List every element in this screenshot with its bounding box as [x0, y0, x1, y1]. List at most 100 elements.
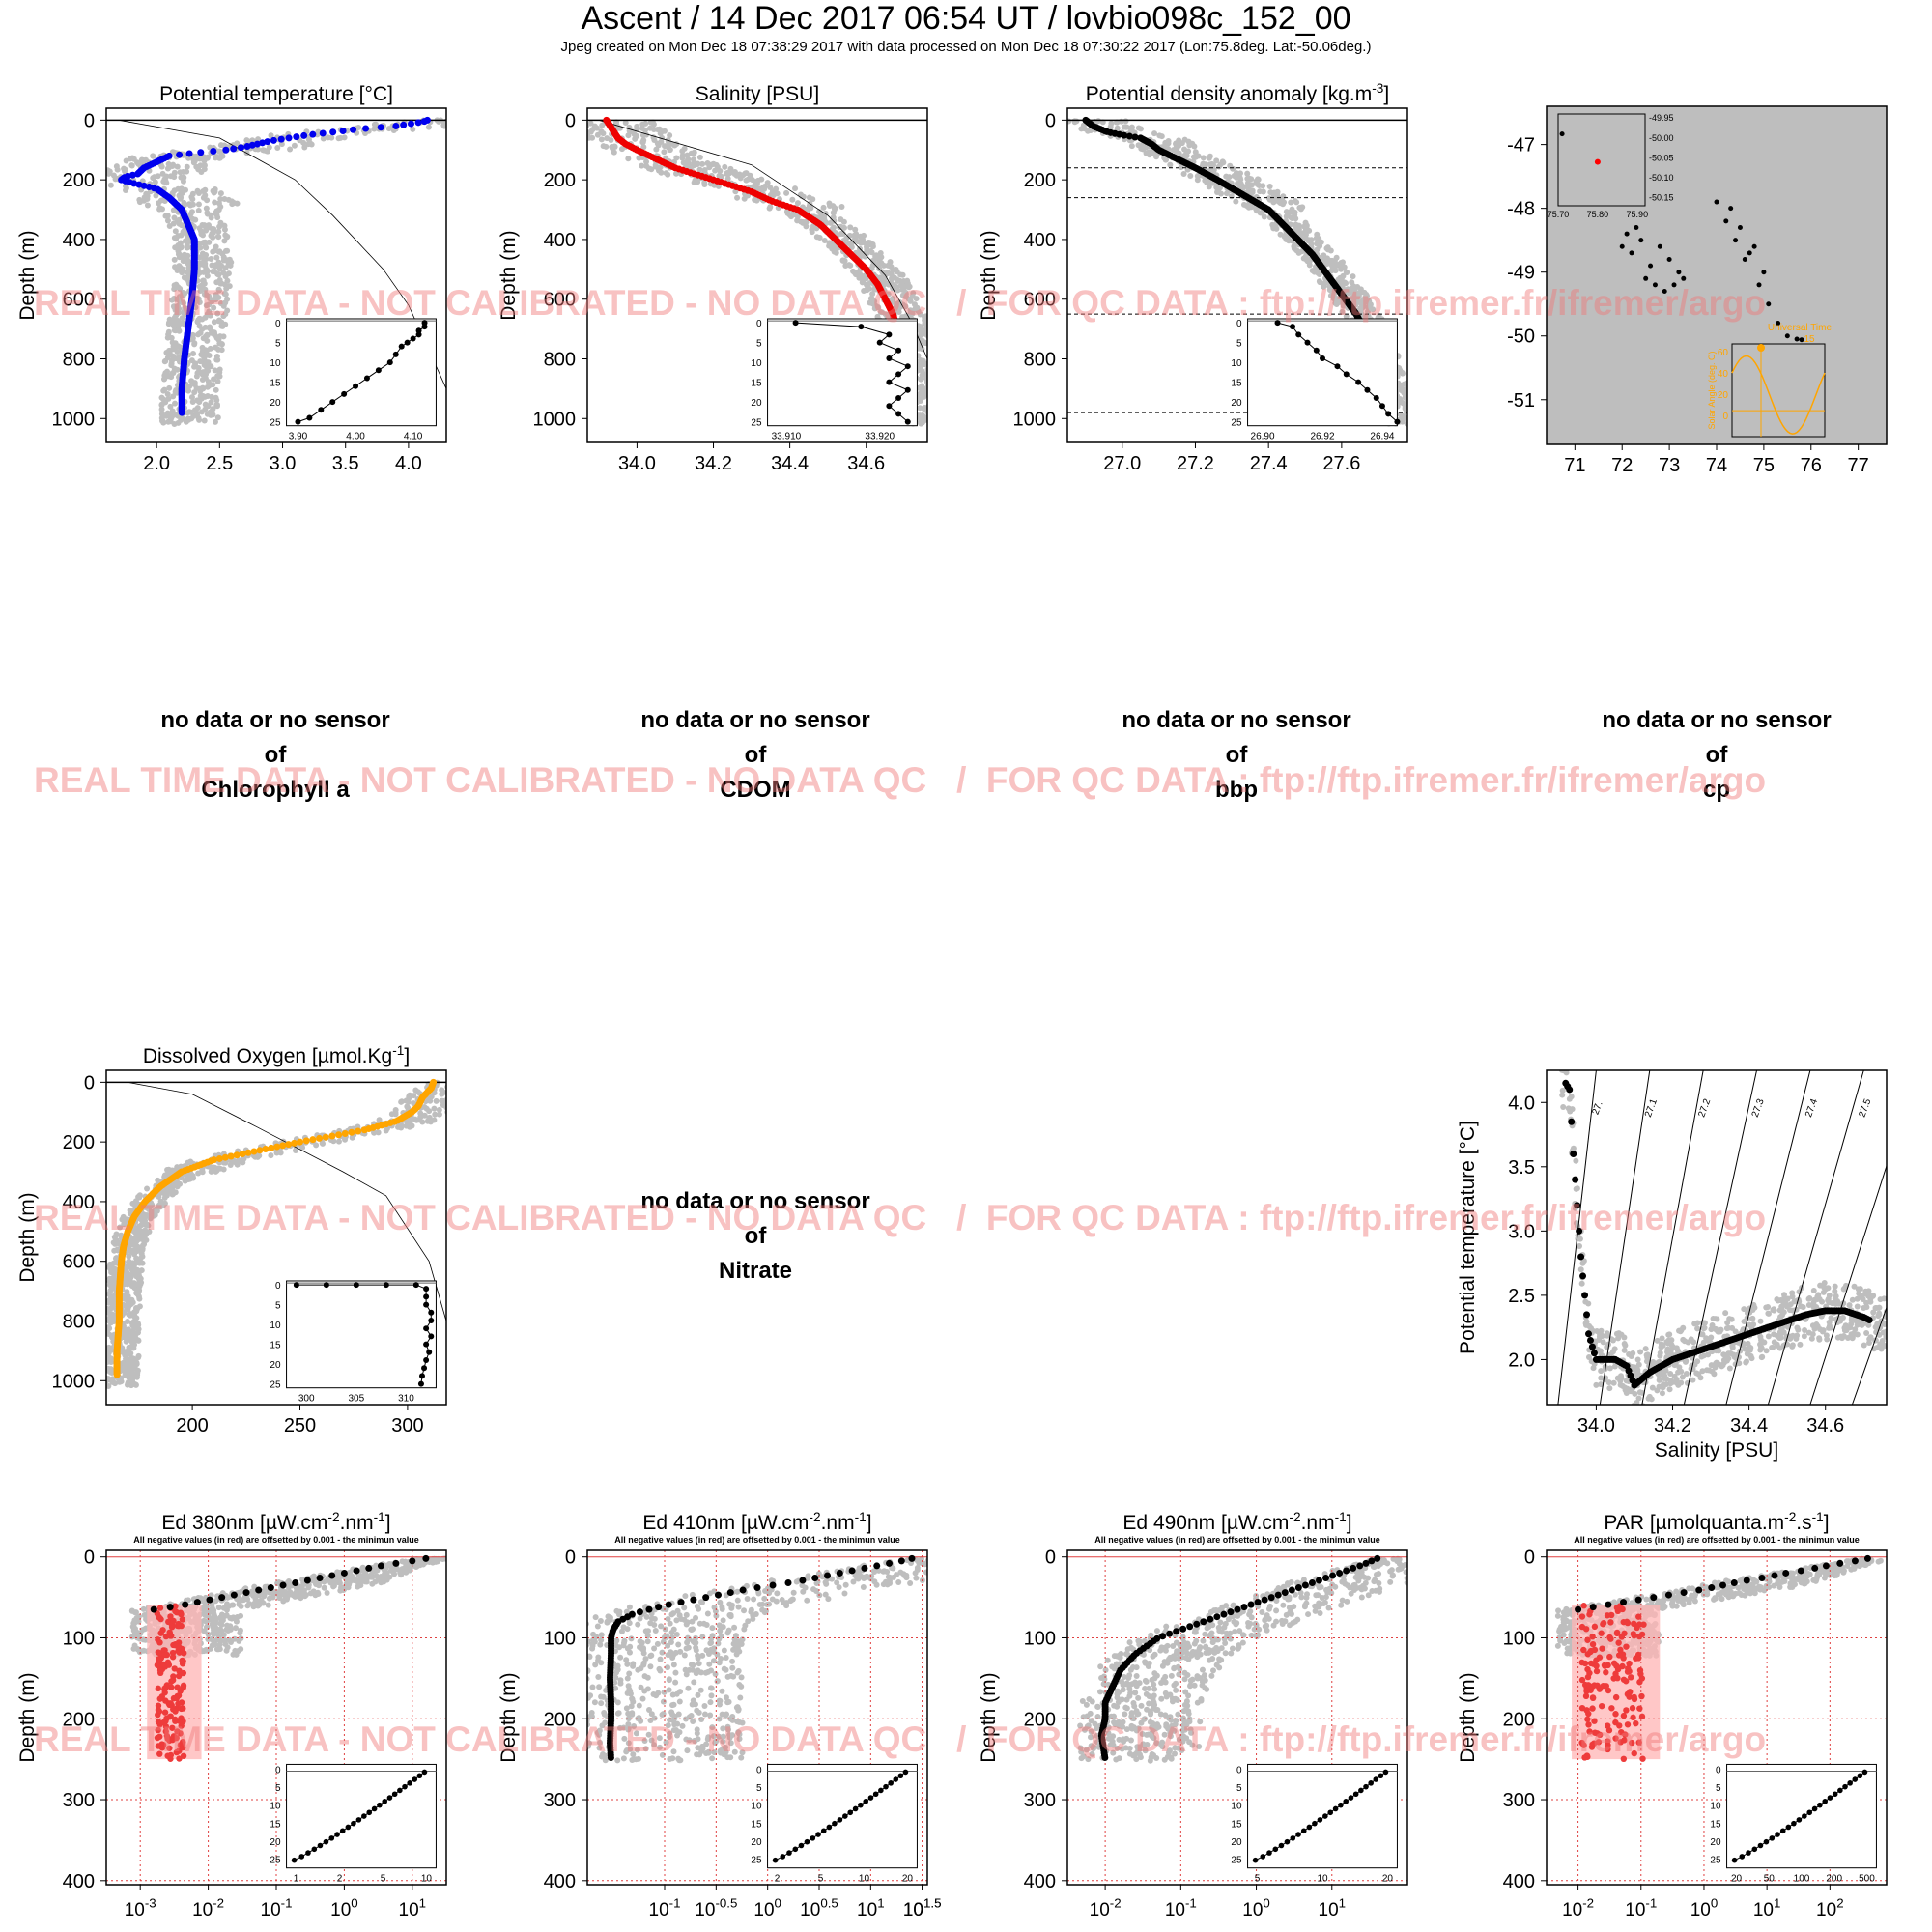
climatology-point [1338, 266, 1345, 272]
climatology-point [1113, 119, 1120, 126]
y-tick-label: 1000 [533, 409, 577, 430]
inset-x-tick-label: 26.94 [1370, 432, 1394, 442]
climatology-point [809, 226, 815, 233]
profile-point [256, 1147, 264, 1154]
climatology-point [455, 1094, 461, 1099]
climatology-point [375, 1129, 382, 1136]
climatology-point [447, 1081, 453, 1087]
climatology-point [214, 414, 221, 421]
climatology-point [211, 319, 217, 326]
climatology-point [1223, 173, 1230, 180]
climatology-point [170, 303, 177, 310]
x-tick-label: 34.0 [618, 453, 656, 474]
climatology-point [156, 205, 163, 212]
inset-y-tick-label: 10 [1231, 358, 1242, 369]
climatology-point [1315, 270, 1321, 276]
inset-y-tick-label: 25 [270, 1380, 281, 1391]
climatology-point [625, 156, 632, 162]
climatology-point [209, 393, 215, 400]
climatology-point [122, 1369, 128, 1376]
climatology-point [433, 1097, 440, 1104]
climatology-point [157, 1198, 164, 1205]
climatology-point [152, 1211, 158, 1218]
inset-point [886, 379, 893, 385]
climatology-point [806, 194, 812, 201]
profile-point [221, 1153, 229, 1161]
climatology-point [215, 200, 222, 207]
climatology-point [123, 185, 129, 191]
climatology-point [1292, 197, 1298, 204]
climatology-point [758, 176, 765, 183]
climatology-point [639, 139, 646, 146]
y-tick-label: 800 [544, 350, 576, 371]
climatology-point [107, 182, 114, 188]
climatology-point [1217, 161, 1224, 168]
climatology-point [1207, 153, 1213, 159]
climatology-point [200, 187, 207, 194]
inset-y-tick-label: 25 [1231, 418, 1242, 429]
climatology-point [405, 1098, 412, 1105]
climatology-point [447, 1087, 453, 1093]
climatology-point [830, 203, 837, 210]
climatology-point [855, 239, 862, 245]
climatology-point [134, 1367, 141, 1374]
climatology-point [1403, 409, 1407, 415]
climatology-point [917, 356, 923, 363]
climatology-point [218, 340, 225, 347]
y-tick-label: -48 [1507, 199, 1535, 220]
climatology-point [1260, 183, 1266, 189]
climatology-point [661, 149, 668, 156]
profile-point [362, 125, 370, 132]
inset-point [398, 343, 405, 350]
profile-point [328, 1132, 336, 1140]
climatology-point [673, 155, 680, 161]
climatology-point [789, 196, 796, 203]
climatology-point [274, 145, 281, 152]
climatology-point [449, 1099, 455, 1105]
climatology-point [213, 279, 220, 286]
climatology-point [199, 393, 206, 400]
climatology-point [726, 168, 733, 175]
climatology-point [1216, 185, 1223, 191]
x-tick-label: 34.4 [771, 453, 809, 474]
profile-point [268, 1144, 275, 1151]
climatology-point [177, 1180, 184, 1187]
profile-point [270, 136, 277, 144]
climatology-point [172, 228, 179, 235]
profile-point [222, 146, 230, 154]
x-tick-label: 3.5 [332, 453, 359, 474]
inset-point [421, 324, 428, 330]
profile-point [335, 1131, 343, 1139]
climatology-point [204, 269, 211, 275]
climatology-point [109, 1378, 116, 1385]
climatology-point [1128, 143, 1135, 150]
climatology-point [197, 358, 204, 365]
climatology-point [207, 409, 213, 415]
climatology-point [234, 1161, 241, 1168]
climatology-point [184, 163, 190, 170]
climatology-point [1165, 140, 1172, 147]
climatology-point [167, 403, 174, 410]
climatology-point [106, 1305, 111, 1312]
climatology-point [1292, 242, 1298, 248]
climatology-point [867, 296, 874, 302]
climatology-point [1122, 124, 1129, 130]
climatology-point [156, 1204, 163, 1210]
inset-point [421, 1365, 428, 1372]
climatology-point [940, 399, 946, 405]
climatology-point [197, 329, 204, 336]
y-axis-label: Depth (m) [16, 230, 39, 320]
inset-point [353, 383, 359, 389]
climatology-point [107, 1356, 114, 1363]
climatology-point [1218, 190, 1225, 197]
climatology-point [187, 409, 194, 415]
climatology-point [1135, 125, 1142, 131]
climatology-point [938, 380, 944, 385]
climatology-point [1400, 413, 1406, 420]
inset-point [792, 320, 799, 327]
climatology-point [202, 314, 209, 321]
climatology-point [1323, 245, 1330, 252]
climatology-point [897, 271, 904, 278]
y-tick-label: -49 [1507, 263, 1535, 284]
climatology-point [634, 123, 640, 129]
